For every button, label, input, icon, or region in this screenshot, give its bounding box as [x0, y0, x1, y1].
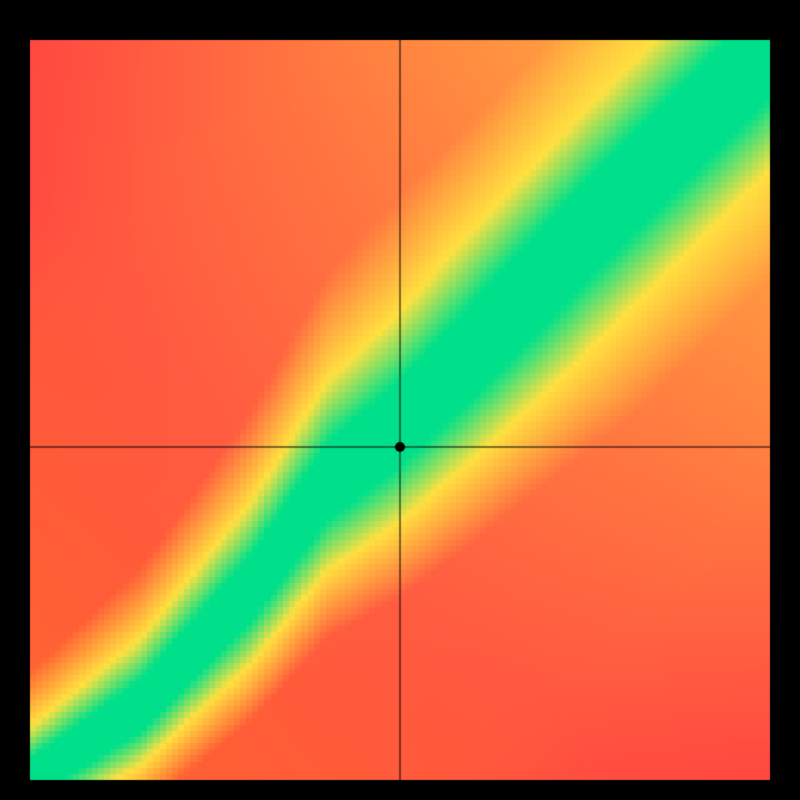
bottleneck-heatmap: [0, 0, 800, 800]
chart-container: TheBottleneck.com: [0, 0, 800, 800]
